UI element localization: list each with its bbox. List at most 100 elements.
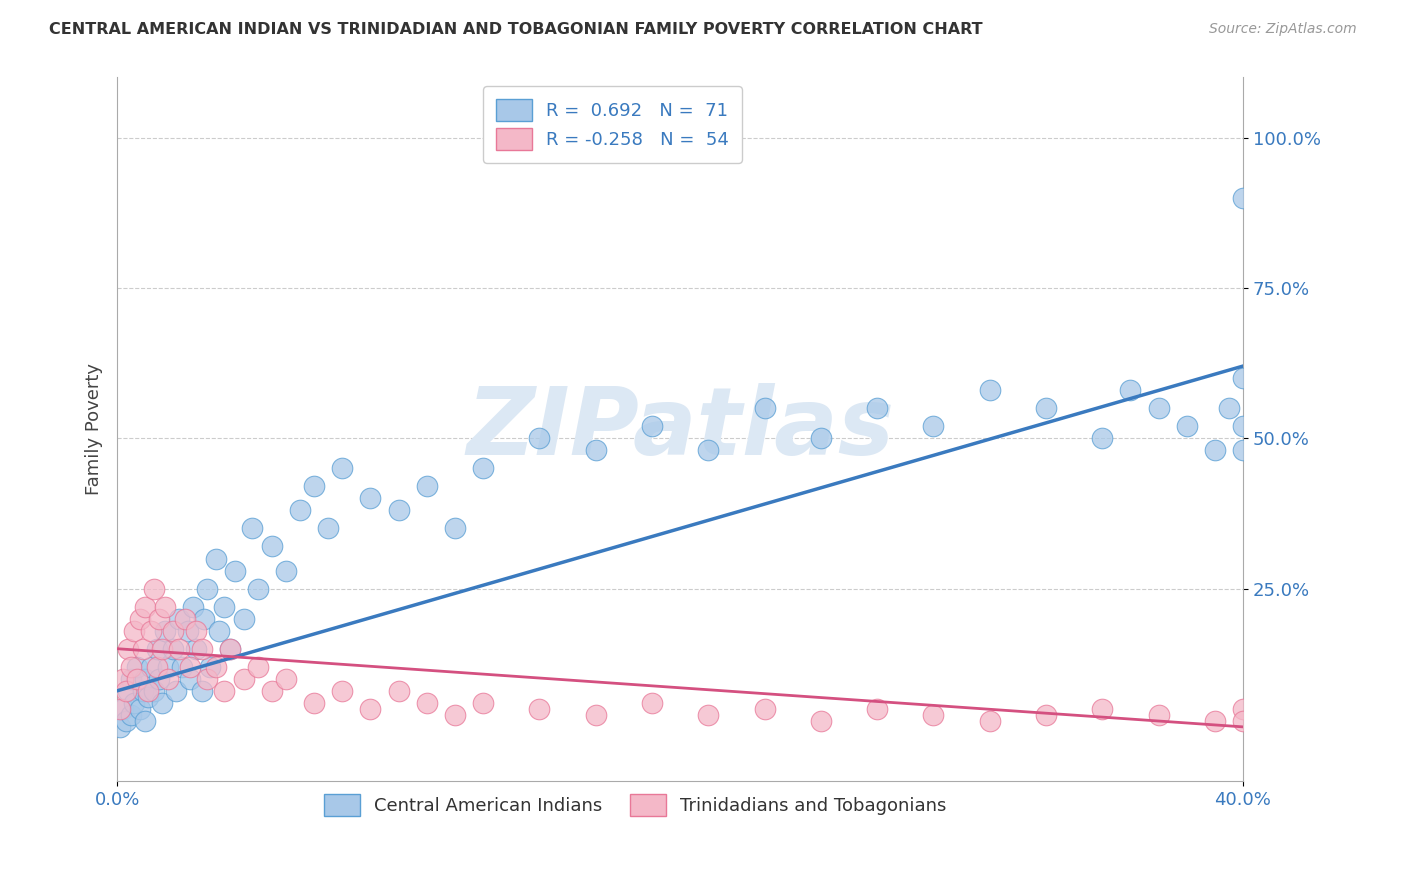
Point bbox=[274, 564, 297, 578]
Point bbox=[330, 461, 353, 475]
Point bbox=[179, 659, 201, 673]
Legend: Central American Indians, Trinidadians and Tobagonians: Central American Indians, Trinidadians a… bbox=[315, 785, 956, 825]
Point bbox=[156, 659, 179, 673]
Point bbox=[1175, 419, 1198, 434]
Point bbox=[585, 443, 607, 458]
Point bbox=[125, 672, 148, 686]
Point bbox=[1119, 383, 1142, 397]
Point bbox=[204, 551, 226, 566]
Point bbox=[232, 612, 254, 626]
Point bbox=[754, 401, 776, 416]
Point bbox=[131, 641, 153, 656]
Point bbox=[190, 683, 212, 698]
Point bbox=[170, 659, 193, 673]
Point bbox=[111, 702, 134, 716]
Point bbox=[179, 672, 201, 686]
Point bbox=[195, 672, 218, 686]
Point bbox=[190, 641, 212, 656]
Point bbox=[117, 683, 139, 698]
Point bbox=[246, 659, 269, 673]
Point bbox=[810, 431, 832, 445]
Point bbox=[184, 641, 207, 656]
Point bbox=[162, 624, 184, 638]
Point bbox=[1218, 401, 1240, 416]
Point bbox=[134, 672, 156, 686]
Point bbox=[1091, 431, 1114, 445]
Point bbox=[1204, 714, 1226, 728]
Point bbox=[139, 624, 162, 638]
Point bbox=[114, 714, 136, 728]
Text: Source: ZipAtlas.com: Source: ZipAtlas.com bbox=[1209, 22, 1357, 37]
Point bbox=[204, 659, 226, 673]
Point bbox=[153, 599, 176, 614]
Point bbox=[153, 624, 176, 638]
Point bbox=[148, 672, 170, 686]
Point bbox=[139, 659, 162, 673]
Point bbox=[120, 659, 142, 673]
Point bbox=[1204, 443, 1226, 458]
Point bbox=[120, 672, 142, 686]
Text: CENTRAL AMERICAN INDIAN VS TRINIDADIAN AND TOBAGONIAN FAMILY POVERTY CORRELATION: CENTRAL AMERICAN INDIAN VS TRINIDADIAN A… bbox=[49, 22, 983, 37]
Y-axis label: Family Poverty: Family Poverty bbox=[86, 363, 103, 495]
Point bbox=[120, 707, 142, 722]
Point bbox=[529, 431, 551, 445]
Point bbox=[641, 696, 664, 710]
Point bbox=[193, 612, 215, 626]
Point bbox=[1232, 714, 1254, 728]
Point bbox=[1091, 702, 1114, 716]
Point bbox=[224, 564, 246, 578]
Point bbox=[1147, 401, 1170, 416]
Point bbox=[388, 683, 411, 698]
Point bbox=[1232, 419, 1254, 434]
Point bbox=[1232, 702, 1254, 716]
Point bbox=[122, 696, 145, 710]
Point bbox=[145, 641, 167, 656]
Point bbox=[195, 582, 218, 596]
Point bbox=[136, 690, 159, 704]
Point bbox=[198, 659, 221, 673]
Point bbox=[212, 599, 235, 614]
Point bbox=[150, 641, 173, 656]
Point bbox=[246, 582, 269, 596]
Point bbox=[866, 702, 889, 716]
Point bbox=[274, 672, 297, 686]
Point bbox=[134, 714, 156, 728]
Point bbox=[416, 696, 439, 710]
Point bbox=[162, 641, 184, 656]
Point bbox=[122, 624, 145, 638]
Point bbox=[260, 683, 283, 698]
Point bbox=[111, 672, 134, 686]
Point bbox=[302, 479, 325, 493]
Point bbox=[444, 707, 467, 722]
Point bbox=[176, 624, 198, 638]
Point bbox=[1147, 707, 1170, 722]
Point bbox=[134, 599, 156, 614]
Point bbox=[145, 659, 167, 673]
Point bbox=[131, 683, 153, 698]
Point bbox=[128, 702, 150, 716]
Point bbox=[150, 696, 173, 710]
Point bbox=[108, 702, 131, 716]
Point bbox=[330, 683, 353, 698]
Point bbox=[167, 612, 190, 626]
Point bbox=[142, 582, 165, 596]
Point bbox=[866, 401, 889, 416]
Point bbox=[181, 599, 204, 614]
Point bbox=[218, 641, 240, 656]
Point bbox=[697, 443, 720, 458]
Point bbox=[184, 624, 207, 638]
Point bbox=[979, 714, 1001, 728]
Point bbox=[240, 521, 263, 535]
Point bbox=[472, 696, 495, 710]
Point bbox=[1232, 191, 1254, 205]
Point bbox=[360, 491, 382, 506]
Point bbox=[810, 714, 832, 728]
Point bbox=[922, 707, 945, 722]
Text: ZIPatlas: ZIPatlas bbox=[465, 384, 894, 475]
Point bbox=[207, 624, 229, 638]
Point bbox=[360, 702, 382, 716]
Point bbox=[148, 612, 170, 626]
Point bbox=[114, 683, 136, 698]
Point bbox=[232, 672, 254, 686]
Point bbox=[472, 461, 495, 475]
